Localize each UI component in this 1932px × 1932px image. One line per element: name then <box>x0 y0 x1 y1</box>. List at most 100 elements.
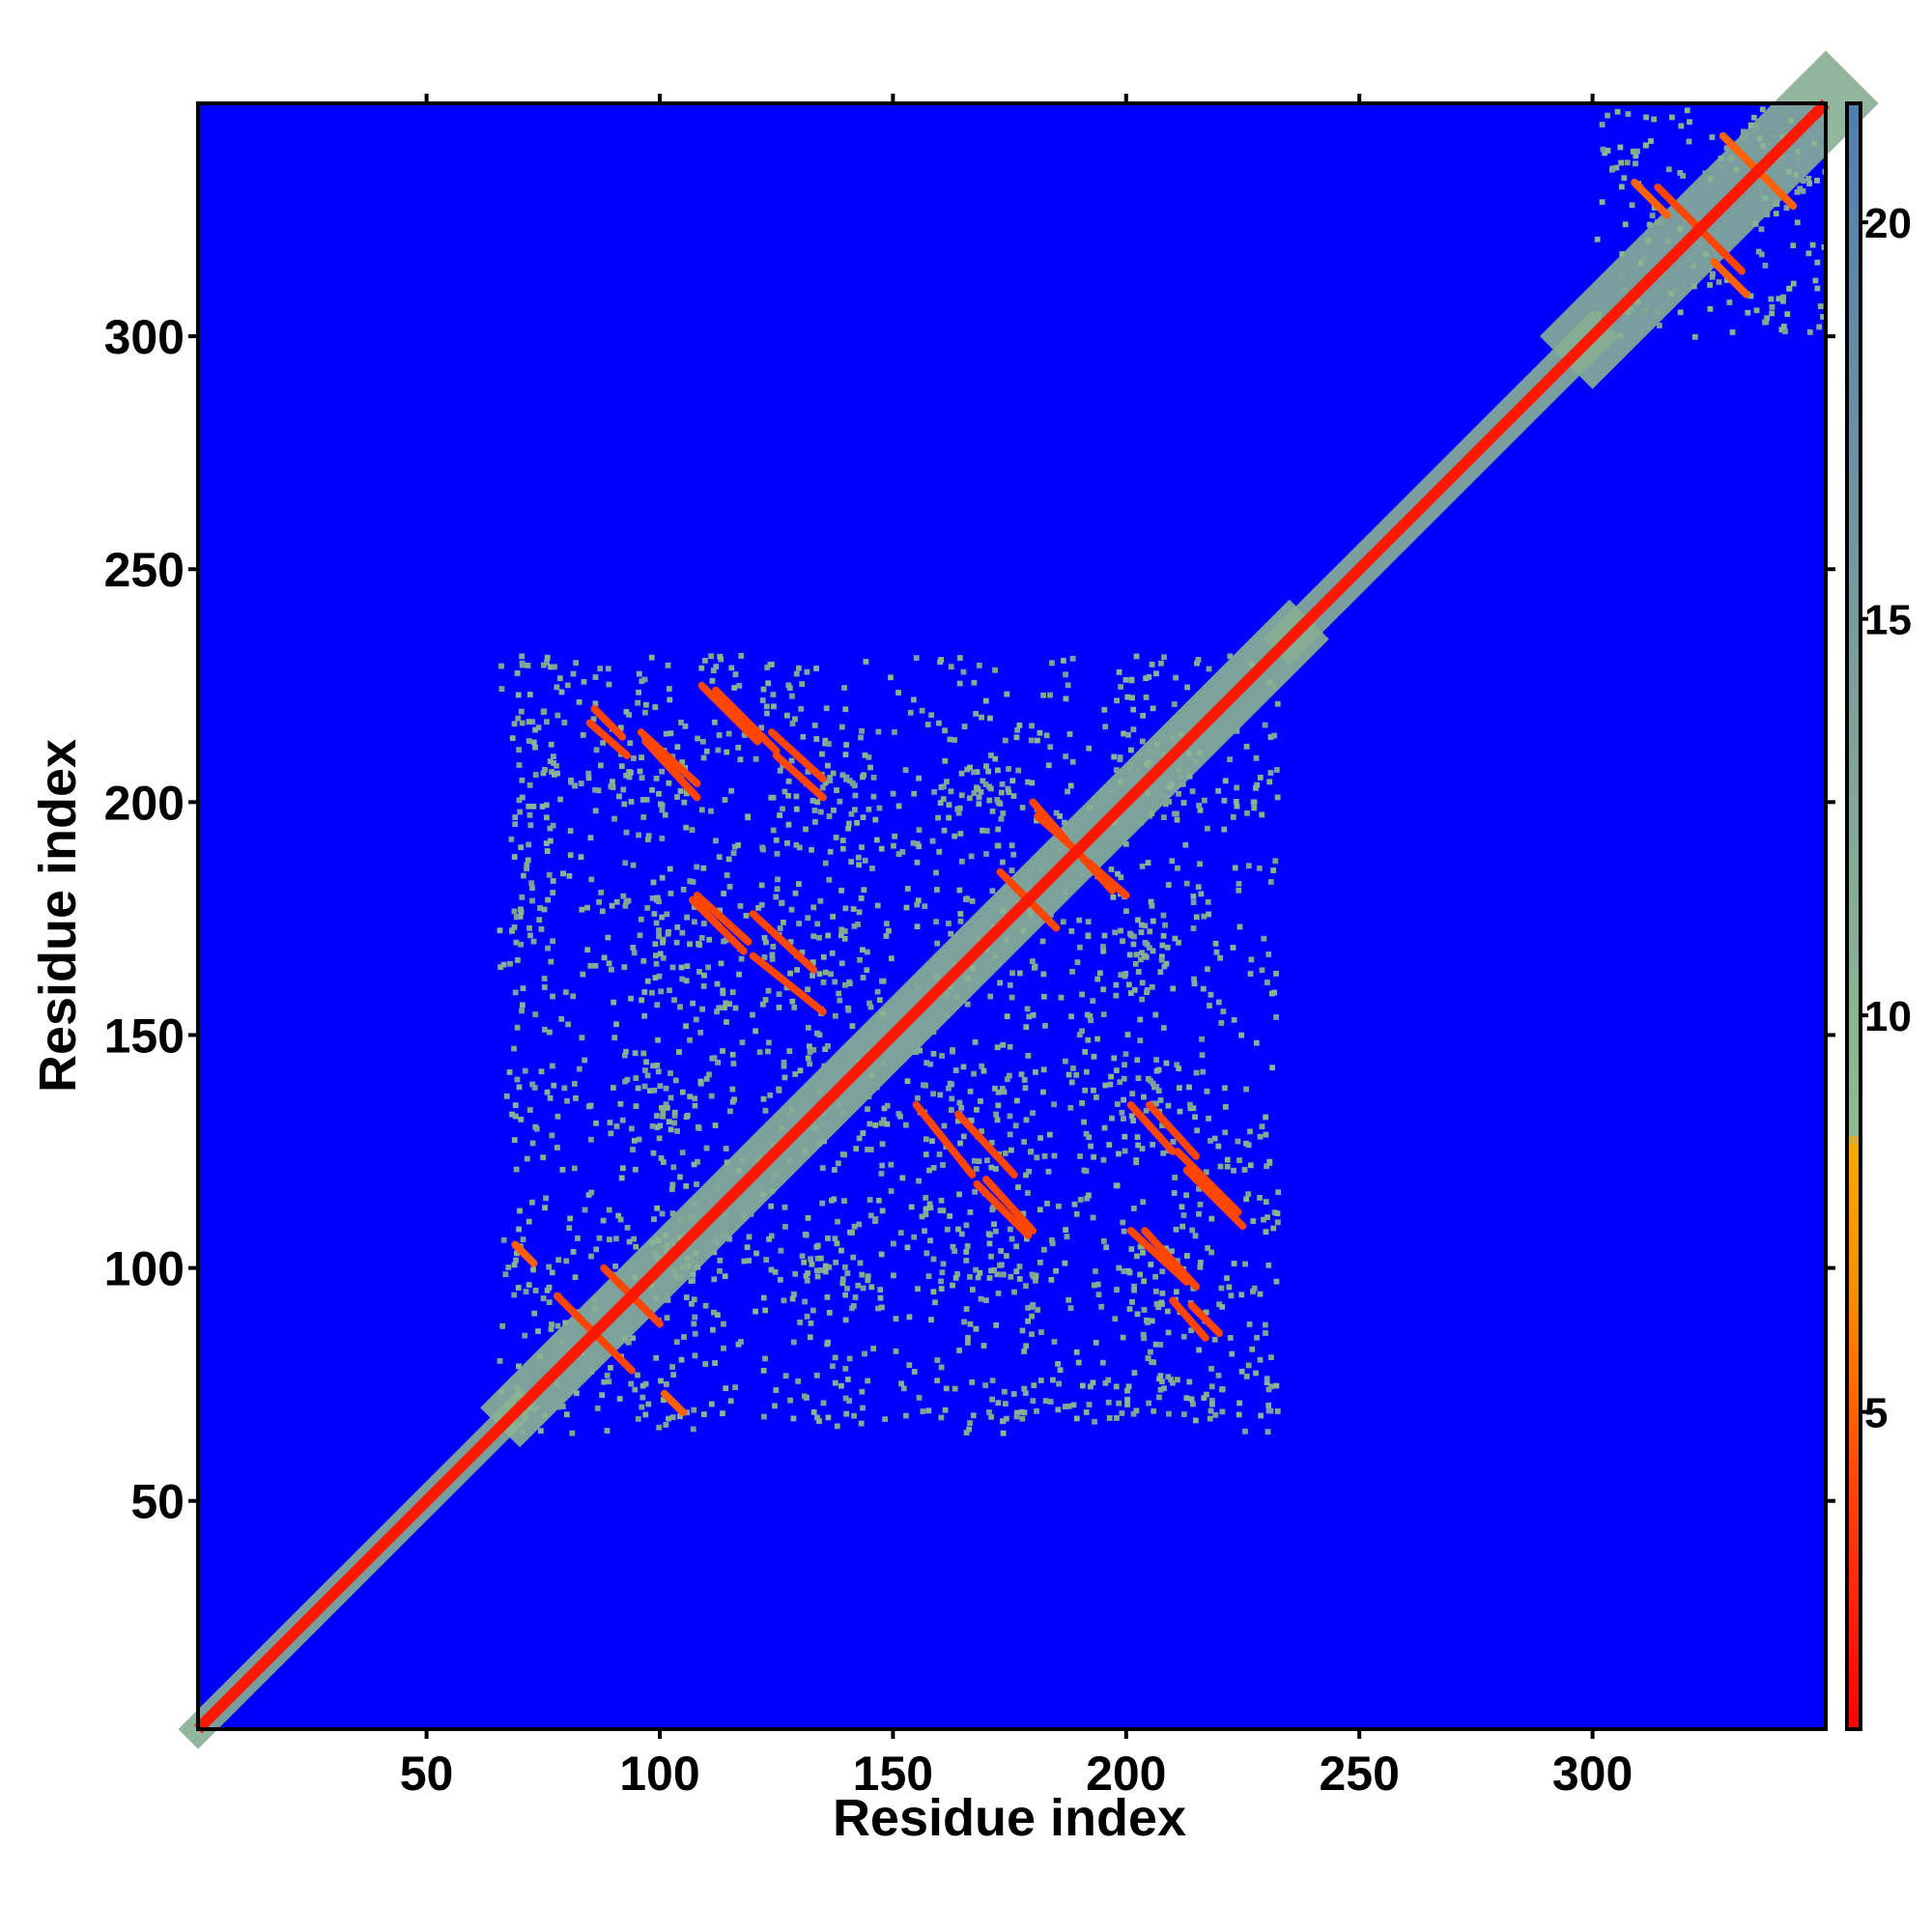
colorbar-tick-label: 10 <box>1864 993 1912 1040</box>
contact-cell <box>1148 1077 1153 1084</box>
contact-cell <box>1003 1401 1009 1407</box>
contact-cell <box>845 1007 852 1013</box>
contact-cell <box>513 914 520 921</box>
contact-cell <box>1131 933 1137 940</box>
contact-cell <box>1270 1225 1277 1232</box>
contact-cell <box>1204 1088 1210 1094</box>
contact-cell <box>662 811 668 818</box>
contact-cell <box>636 670 642 677</box>
contact-cell <box>1133 653 1140 660</box>
contact-cell <box>1140 712 1147 719</box>
contact-cell <box>767 1092 774 1098</box>
colorbar-segment <box>1847 185 1861 194</box>
contact-cell <box>847 1063 853 1069</box>
colorbar-segment <box>1847 575 1861 584</box>
contact-cell <box>796 921 803 927</box>
contact-cell <box>1165 1329 1172 1336</box>
contact-cell <box>531 1310 538 1317</box>
contact-cell <box>865 1080 871 1087</box>
contact-cell <box>1774 157 1779 164</box>
contact-cell <box>714 980 721 987</box>
contact-cell <box>511 908 518 915</box>
contact-cell <box>1259 1123 1265 1130</box>
contact-cell <box>1208 1407 1214 1414</box>
contact-cell <box>949 1095 955 1102</box>
contact-cell <box>1121 1268 1127 1274</box>
y-axis-label: Residue index <box>29 739 87 1093</box>
contact-cell <box>666 686 672 692</box>
contact-cell <box>526 1218 532 1225</box>
contact-cell <box>892 729 897 735</box>
colorbar-segment <box>1847 1395 1861 1405</box>
colorbar-segment <box>1847 1037 1861 1047</box>
contact-cell <box>1741 163 1747 170</box>
contact-cell <box>777 1276 783 1283</box>
contact-cell <box>725 856 732 863</box>
contact-cell <box>1710 270 1716 277</box>
contact-cell <box>904 1244 911 1251</box>
contact-cell <box>1266 1158 1273 1165</box>
contact-cell <box>728 665 735 671</box>
contact-cell <box>976 801 982 808</box>
y-tick-label: 300 <box>104 310 185 364</box>
contact-cell <box>825 741 832 747</box>
contact-cell <box>762 1355 768 1362</box>
contact-cell <box>519 660 526 667</box>
contact-cell <box>1177 1108 1183 1115</box>
contact-cell <box>628 799 635 805</box>
contact-cell <box>801 1393 808 1400</box>
contact-cell <box>1119 1410 1125 1416</box>
contact-cell <box>579 1035 585 1041</box>
contact-cell <box>1200 1068 1207 1075</box>
colorbar-segment <box>1847 818 1861 828</box>
contact-cell <box>724 749 730 755</box>
contact-cell <box>1062 1260 1068 1266</box>
contact-cell <box>1160 1150 1167 1156</box>
contact-cell <box>630 1147 636 1152</box>
contact-cell <box>1092 1418 1097 1425</box>
contact-cell <box>663 1233 669 1239</box>
contact-cell <box>652 975 659 980</box>
contact-cell <box>773 894 780 900</box>
contact-cell <box>933 919 940 925</box>
contact-cell <box>1795 156 1802 163</box>
contact-cell <box>788 757 795 764</box>
contact-cell <box>552 664 557 670</box>
contact-cell <box>820 953 827 960</box>
contact-cell <box>663 1422 669 1428</box>
contact-cell <box>546 1264 553 1270</box>
contact-cell <box>1139 996 1146 1003</box>
contact-cell <box>653 1113 660 1119</box>
contact-cell <box>1600 146 1606 153</box>
contact-cell <box>1007 1113 1013 1120</box>
contact-cell <box>1160 814 1167 821</box>
contact-cell <box>938 1286 945 1292</box>
contact-cell <box>605 934 611 941</box>
colorbar-segment <box>1847 1566 1861 1576</box>
contact-cell <box>911 1234 918 1240</box>
contact-cell <box>1153 1100 1159 1107</box>
contact-cell <box>1131 1287 1137 1293</box>
colorbar-tick-label: 5 <box>1864 1390 1888 1437</box>
contact-cell <box>950 1282 955 1289</box>
colorbar-segment <box>1847 956 1861 966</box>
contact-cell <box>516 797 523 804</box>
contact-cell <box>883 921 890 927</box>
colorbar-segment <box>1847 639 1861 649</box>
contact-cell <box>1035 1307 1041 1313</box>
contact-cell <box>1137 753 1144 758</box>
contact-cell <box>499 1322 506 1329</box>
contact-cell <box>833 1259 839 1265</box>
contact-cell <box>1152 1273 1158 1280</box>
colorbar-segment <box>1847 1241 1861 1251</box>
contact-segment <box>1174 1148 1242 1216</box>
contact-cell <box>507 960 513 967</box>
contact-cell <box>834 1423 840 1430</box>
contact-cell <box>963 1248 970 1255</box>
contact-cell <box>826 813 833 819</box>
contact-cell <box>658 1155 665 1161</box>
contact-cell <box>1207 1003 1212 1009</box>
contact-cell <box>498 686 505 692</box>
contact-cell <box>1234 803 1240 810</box>
contact-cell <box>1185 751 1192 757</box>
